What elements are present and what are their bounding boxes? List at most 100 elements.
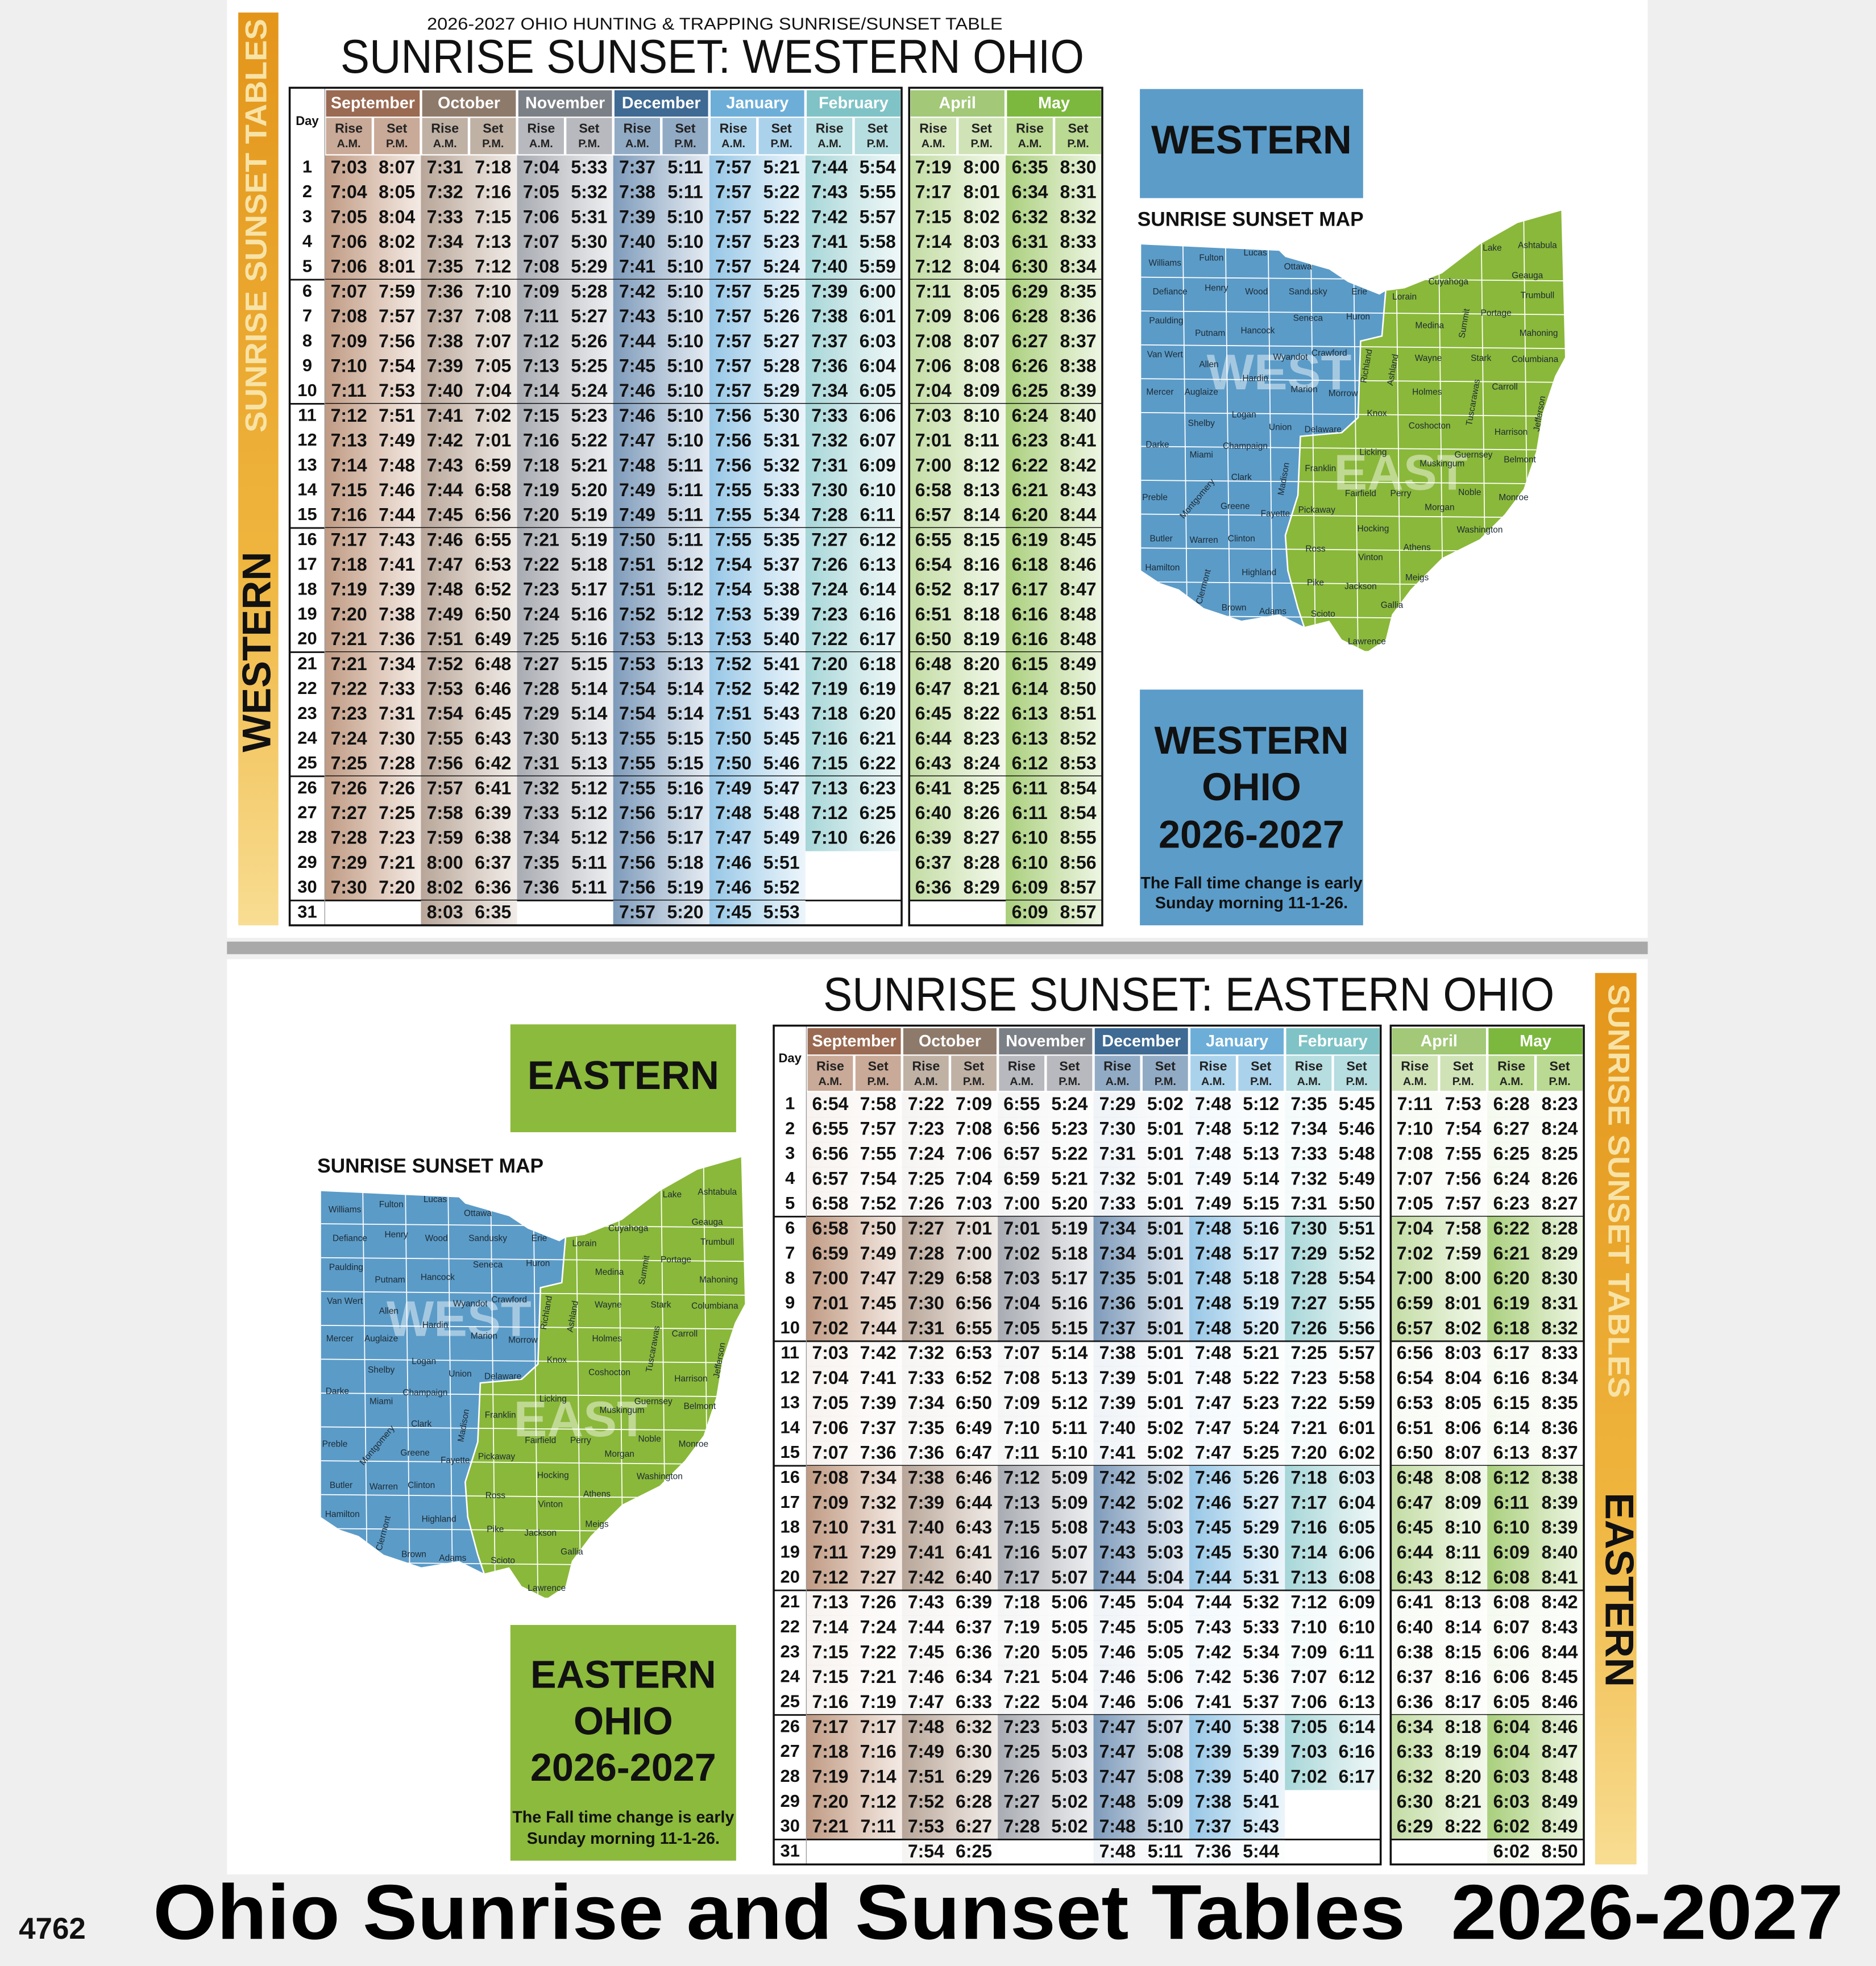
cell-shade xyxy=(909,478,1006,504)
county-label: Vinton xyxy=(1358,553,1383,563)
sunrise-time: 7:00 xyxy=(812,1268,848,1289)
cell-shade xyxy=(1391,1814,1488,1840)
cell-shade xyxy=(421,602,517,628)
sunrise-time: 6:28 xyxy=(1012,306,1048,326)
sunset-time: 8:02 xyxy=(379,231,415,252)
sunrise-time: 7:27 xyxy=(811,529,848,550)
sunset-time: 5:57 xyxy=(1339,1342,1375,1363)
cell-shade xyxy=(806,1291,902,1317)
county-label: Hocking xyxy=(1358,524,1389,534)
sunset-time: 8:04 xyxy=(379,206,415,227)
sunset-time: 5:01 xyxy=(1147,1393,1184,1413)
cell-shade xyxy=(325,354,421,380)
cell-shade xyxy=(805,652,902,677)
sunset-time: 6:52 xyxy=(475,579,511,600)
sunrise-time: 6:29 xyxy=(1397,1816,1433,1836)
sunrise-time: 7:13 xyxy=(1003,1492,1040,1512)
sunset-time: 7:56 xyxy=(379,331,415,351)
cell-shade xyxy=(1006,180,1102,206)
sunrise-time: 7:19 xyxy=(811,678,848,699)
county-label: Wyandot xyxy=(1273,352,1308,362)
sunset-time: 5:57 xyxy=(860,206,896,227)
cell-shade xyxy=(902,1391,998,1416)
sunset-time: 5:10 xyxy=(667,380,704,401)
cell-shade xyxy=(806,1142,902,1167)
map-watermark: WEST xyxy=(1207,344,1352,400)
sunset-time: 5:29 xyxy=(571,256,607,277)
sunset-time: 6:27 xyxy=(956,1816,992,1836)
cell-shade xyxy=(325,627,421,653)
sunrise-time: 7:38 xyxy=(908,1467,944,1487)
cell-shade xyxy=(909,255,1006,280)
county-label: Lake xyxy=(1483,243,1501,253)
sunset-time: 8:46 xyxy=(1542,1691,1578,1712)
sunrise-time: 6:47 xyxy=(915,678,952,699)
sunrise-time: 7:46 xyxy=(619,380,655,401)
sunset-time: 8:08 xyxy=(964,355,1000,376)
cell-shade xyxy=(909,627,1006,653)
sunset-time: 8:17 xyxy=(1445,1691,1481,1712)
sunrise-time: 6:27 xyxy=(1493,1119,1530,1139)
cell-shade xyxy=(1093,1416,1189,1441)
sunset-time: 7:14 xyxy=(860,1766,897,1786)
county-label: Mahoning xyxy=(1520,329,1558,338)
sunrise-time: 6:48 xyxy=(915,654,952,674)
sub-header-cell xyxy=(1440,1055,1486,1091)
sunrise-time: 7:36 xyxy=(427,281,463,301)
sunrise-time: 7:49 xyxy=(1195,1193,1231,1213)
cell-shade xyxy=(805,552,902,578)
sunset-time: 8:39 xyxy=(1060,380,1097,401)
sunset-time: 8:46 xyxy=(1542,1716,1578,1737)
cell-shade xyxy=(909,801,1006,826)
sunrise-time: 6:58 xyxy=(812,1193,848,1213)
sub-header: Rise xyxy=(431,120,459,135)
county-label: Van Wert xyxy=(1147,350,1184,359)
day-number: 11 xyxy=(298,405,317,425)
county-label: Hamilton xyxy=(1145,563,1180,572)
sunset-time: 6:37 xyxy=(475,852,511,872)
cell-shade xyxy=(1006,552,1102,578)
sunrise-time: 7:20 xyxy=(811,654,848,674)
sunset-time: 5:56 xyxy=(1339,1317,1375,1338)
sub-header-unit: P.M. xyxy=(482,138,504,150)
sunset-time: 5:02 xyxy=(1147,1094,1184,1114)
sunrise-time: 7:17 xyxy=(1290,1492,1327,1512)
sunrise-time: 7:26 xyxy=(1290,1317,1327,1338)
sunset-time: 5:04 xyxy=(1051,1691,1088,1712)
sunset-time: 8:56 xyxy=(1060,852,1097,872)
sunset-time: 5:32 xyxy=(763,455,800,475)
sub-header-unit: P.M. xyxy=(1452,1075,1474,1088)
sunrise-time: 7:09 xyxy=(1003,1393,1040,1413)
cell-shade xyxy=(909,379,1006,405)
sunrise-time: 7:26 xyxy=(908,1193,944,1213)
sunset-time: 5:43 xyxy=(1243,1816,1279,1836)
sunrise-time: 7:22 xyxy=(331,678,367,699)
sunrise-time: 7:27 xyxy=(1003,1791,1040,1811)
day-number: 29 xyxy=(297,852,317,872)
sub-header-cell xyxy=(951,1055,997,1091)
cell-shade xyxy=(1391,1391,1488,1416)
county-label: Erie xyxy=(532,1234,547,1244)
cell-shade xyxy=(1093,1291,1189,1317)
sunrise-time: 6:15 xyxy=(1012,654,1048,674)
sunset-time: 8:36 xyxy=(1060,306,1097,326)
sunset-time: 5:30 xyxy=(1243,1542,1279,1562)
day-number: 6 xyxy=(302,281,312,301)
sunset-time: 5:24 xyxy=(571,380,607,401)
sunrise-time: 7:51 xyxy=(619,554,655,575)
sunrise-time: 7:54 xyxy=(619,703,655,724)
sub-header: Set xyxy=(1251,1058,1271,1073)
sunset-time: 6:12 xyxy=(860,529,896,550)
sunset-time: 8:35 xyxy=(1542,1393,1578,1413)
sunset-time: 6:53 xyxy=(956,1342,992,1363)
sub-header: Set xyxy=(868,1058,889,1073)
cell-shade xyxy=(1391,1565,1488,1591)
sunrise-time: 7:35 xyxy=(523,852,559,872)
sunrise-time: 7:47 xyxy=(1195,1443,1231,1463)
sunrise-time: 7:32 xyxy=(1099,1168,1136,1188)
sunset-time: 7:19 xyxy=(860,1691,897,1712)
sub-header: Set xyxy=(1347,1058,1367,1073)
day-header: Day xyxy=(778,1051,802,1065)
sunrise-time: 7:57 xyxy=(715,306,752,326)
county-label: Defiance xyxy=(333,1234,367,1244)
